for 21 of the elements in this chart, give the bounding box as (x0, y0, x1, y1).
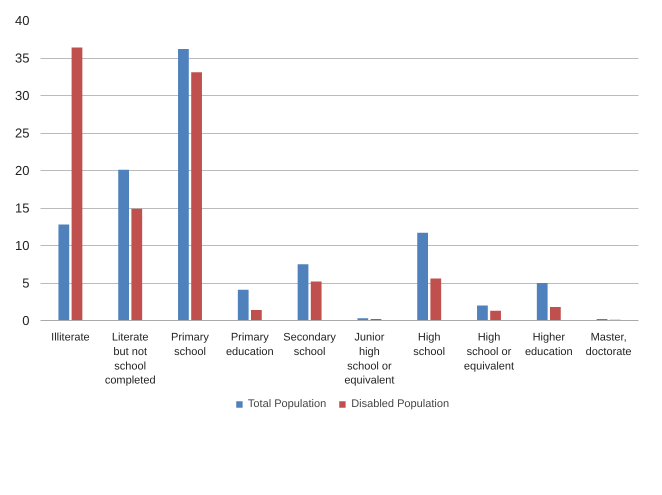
x-tick-label: Junior high school or equivalent (344, 332, 394, 387)
y-tick-label: 35 (15, 50, 30, 66)
legend-label: Total Population (248, 398, 326, 410)
x-tick-label: Literate but not school completed (104, 332, 156, 387)
y-tick-label: 30 (15, 88, 30, 103)
x-tick-label: Illiterate (51, 332, 90, 344)
y-tick-label: 20 (15, 163, 30, 178)
legend-label: Disabled Population (351, 398, 450, 410)
y-tick-label: 5 (22, 276, 30, 290)
x-tick-label: High school (413, 332, 446, 358)
x-tick-label: Primary school (171, 332, 210, 358)
x-tick-label: Higher education (524, 332, 573, 358)
y-tick-label: 25 (15, 126, 30, 140)
x-tick-label: Secondary school (283, 332, 336, 358)
x-tick-label: High school or equivalent (464, 332, 514, 372)
y-tick-label: 10 (15, 238, 30, 253)
y-tick-label: 0 (22, 313, 30, 328)
y-tick-label: 15 (15, 200, 30, 216)
x-tick-label: Primary education (226, 332, 274, 358)
y-tick-label: 40 (15, 13, 30, 28)
x-tick-label: Master, doctorate (586, 332, 632, 358)
